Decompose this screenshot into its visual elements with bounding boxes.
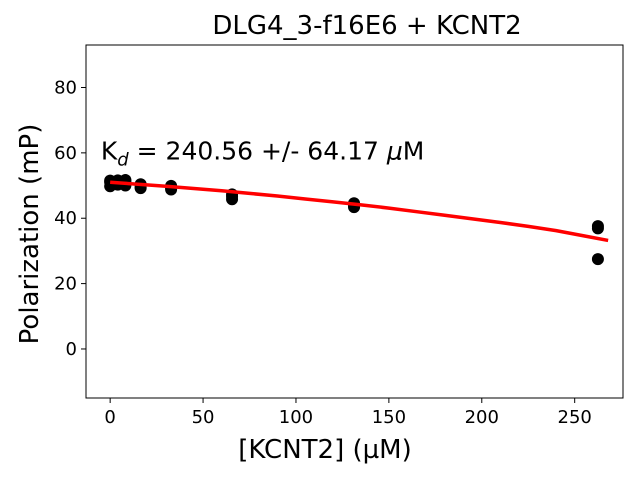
kd-unit-greek: μ — [386, 136, 403, 165]
kd-subscript: d — [117, 149, 129, 170]
x-tick-label: 150 — [372, 407, 406, 428]
x-tick-label: 200 — [465, 407, 499, 428]
x-tick-label: 250 — [558, 407, 592, 428]
axes-frame — [85, 44, 624, 399]
fit-curve-line — [110, 180, 609, 243]
chart-title: DLG4_3-f16E6 + KCNT2 — [212, 11, 521, 41]
kd-annotation: Kd = 240.56 +/- 64.17 μM — [101, 136, 424, 170]
y-tick-label: 40 — [54, 208, 77, 229]
kd-prefix: K — [101, 136, 118, 165]
y-tick-label: 80 — [54, 77, 77, 98]
x-axis-label: [KCNT2] (µM) — [238, 435, 411, 465]
y-tick-label: 60 — [54, 143, 77, 164]
y-axis-ticks: 0 20 40 60 80 — [54, 77, 86, 360]
data-point — [591, 253, 604, 266]
x-tick-label: 50 — [192, 407, 215, 428]
plot-area — [85, 44, 624, 399]
x-axis-ticks: 0 50 100 150 200 250 — [104, 398, 592, 428]
kd-value-text: = 240.56 +/- 64.17 — [129, 136, 387, 165]
x-tick-label: 100 — [279, 407, 313, 428]
data-point — [591, 220, 604, 233]
y-tick-label: 20 — [54, 274, 77, 295]
y-tick-label: 0 — [66, 339, 77, 360]
y-axis-label: Polarization (mP) — [15, 124, 45, 345]
kd-unit: M — [403, 136, 425, 165]
x-tick-label: 0 — [104, 407, 115, 428]
